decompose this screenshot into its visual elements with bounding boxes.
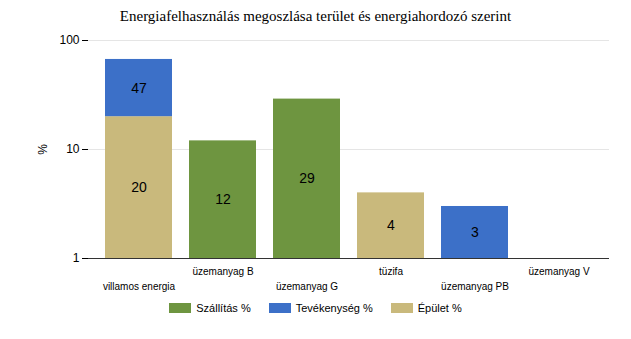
svg-text:3: 3 [471, 224, 479, 240]
html-text:Szállítás %: Szállítás % [196, 302, 251, 314]
html-text:Épület %: Épület % [417, 302, 462, 314]
svg-text:100: 100 [59, 33, 79, 47]
svg-text:47: 47 [131, 80, 147, 96]
svg-text:29: 29 [299, 170, 315, 186]
svg-text:10: 10 [66, 142, 80, 156]
svg-text:üzemanyag B: üzemanyag B [192, 266, 253, 277]
html-text:Tevékenység %: Tevékenység % [295, 302, 373, 314]
svg-text:üzemanyag PB: üzemanyag PB [441, 281, 509, 292]
svg-text:tüzifa: tüzifa [379, 266, 403, 277]
svg-text:villamos energia: villamos energia [103, 281, 176, 292]
svg-text:4: 4 [387, 217, 395, 233]
svg-text:12: 12 [215, 191, 231, 207]
svg-text:20: 20 [131, 179, 147, 195]
html-text:Energiafelhasználás megoszlása: Energiafelhasználás megoszlása terület é… [119, 8, 512, 24]
svg-text:1: 1 [73, 251, 80, 265]
svg-text:%: % [36, 144, 50, 155]
svg-text:üzemanyag G: üzemanyag G [276, 281, 338, 292]
svg-text:üzemanyag V: üzemanyag V [528, 266, 589, 277]
